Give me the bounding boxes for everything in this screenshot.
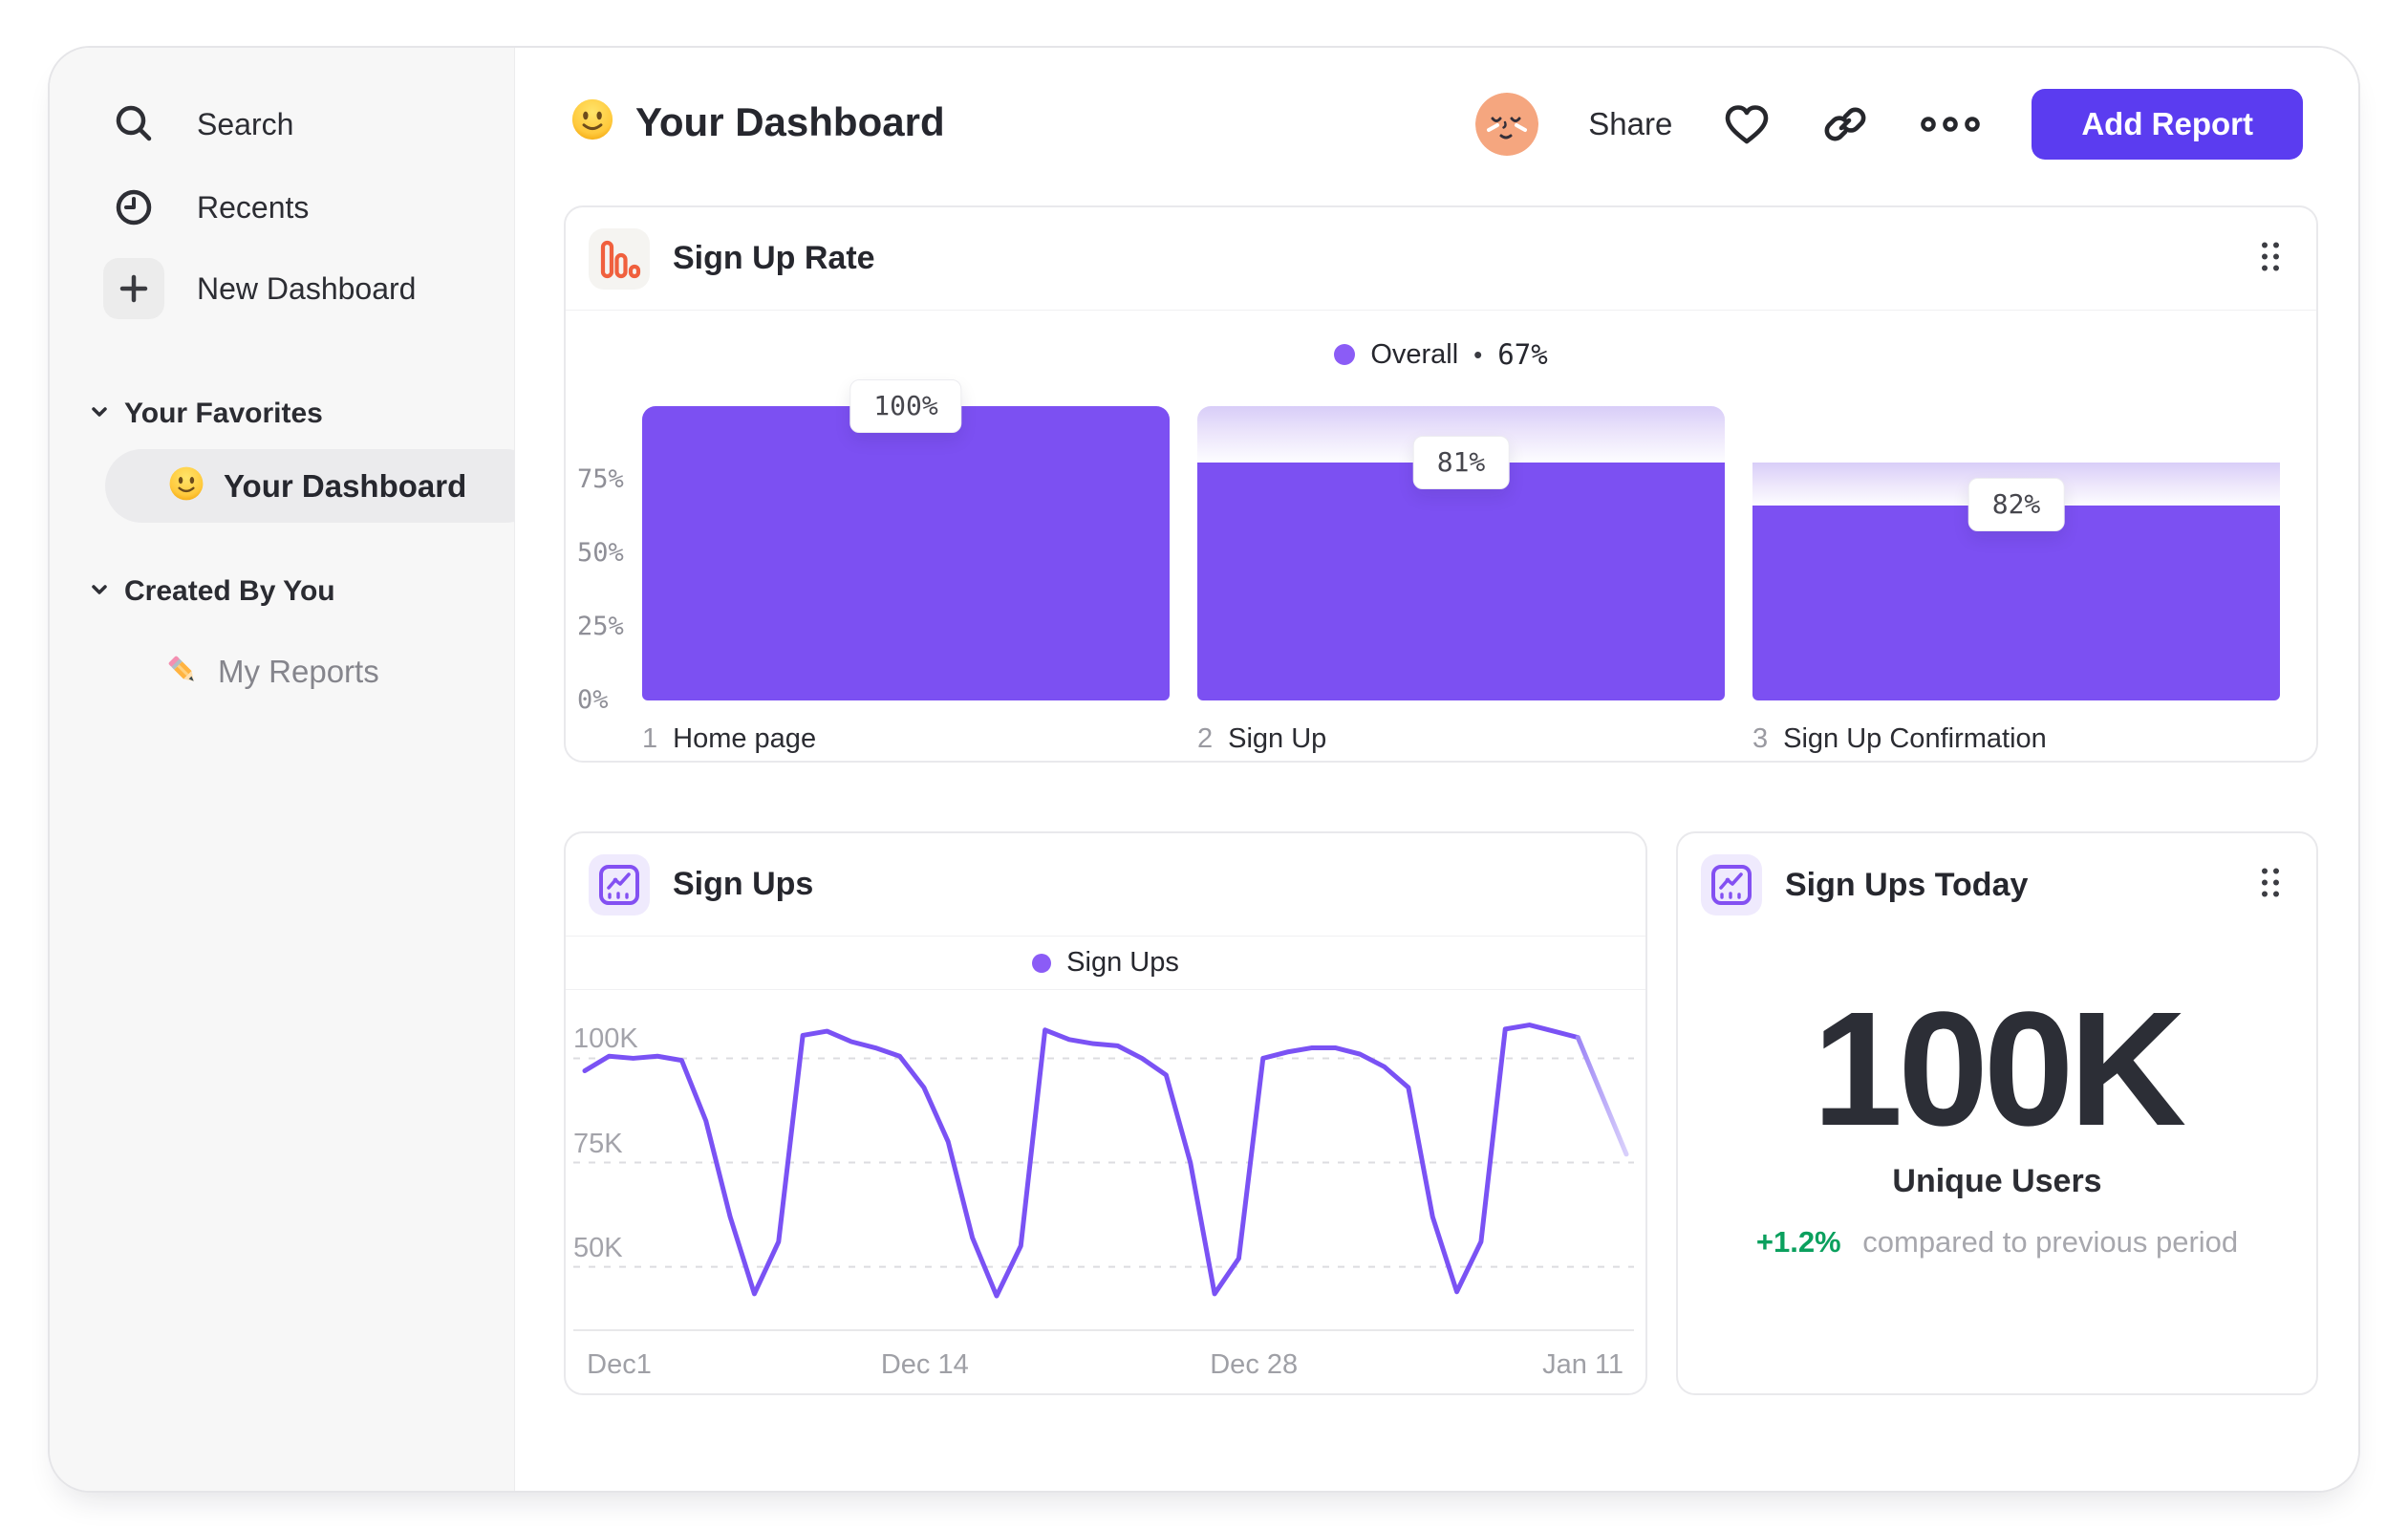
sidebar-section-your-favorites[interactable]: Your Favorites [88, 398, 323, 430]
funnel-tooltip: 82% [1967, 478, 2065, 532]
sidebar-item-label: Your Dashboard [224, 467, 467, 504]
line-ytick: 50K [573, 1232, 623, 1263]
more-options-icon[interactable] [1919, 111, 1982, 138]
chevron-down-icon [88, 578, 111, 606]
sidebar-item-label: My Reports [218, 653, 379, 689]
funnel-bar [1752, 406, 2280, 700]
sidebar-section-title: Created By You [124, 575, 335, 607]
line-chart-icon [1701, 854, 1762, 915]
smiley-emoji-icon [570, 97, 614, 146]
legend-dot [1334, 344, 1356, 365]
funnel-bar-solid [642, 406, 1170, 700]
smiley-emoji-icon [168, 465, 204, 506]
drag-handle-icon[interactable] [2259, 239, 2282, 278]
signups-card-header: Sign Ups [566, 833, 1645, 937]
clock-icon [103, 177, 164, 238]
funnel-bar-sign-up-confirmation[interactable]: 82% [1752, 406, 2280, 700]
app-window: Search Recents New Dashboard Your Favori… [48, 46, 2360, 1493]
share-button[interactable]: Share [1588, 106, 1673, 141]
favorite-heart-icon[interactable] [1722, 101, 1772, 147]
signups-today-card: Sign Ups Today 100K Unique Users +1.2% c… [1676, 831, 2318, 1395]
funnel-bar-home-page[interactable]: 100% [642, 379, 1170, 700]
funnel-ytick: 50% [577, 538, 624, 568]
page-title: Your Dashboard [570, 97, 945, 146]
funnel-ytick: 0% [577, 685, 609, 715]
sidebar-item-search[interactable]: Search [103, 94, 293, 155]
line-xtick: Jan 11 [1542, 1349, 1624, 1380]
funnel-step-label: 3 Sign Up Confirmation [1752, 723, 2047, 754]
funnel-bar-solid [1752, 505, 2280, 700]
page-title-text: Your Dashboard [635, 98, 945, 144]
funnel-legend[interactable]: Overall • 67% [566, 311, 2316, 398]
funnel-plot: 100% 81% 82% [642, 379, 2280, 700]
sidebar-section-title: Your Favorites [124, 398, 323, 429]
legend-dot [1032, 953, 1052, 973]
line-xtick: Dec 28 [1210, 1349, 1299, 1380]
signups-line-series [582, 1023, 1580, 1299]
plus-icon [103, 258, 164, 319]
add-report-button[interactable]: Add Report [2032, 89, 2303, 160]
card-title: Sign Up Rate [673, 240, 875, 276]
signups-card: Sign Ups Sign Ups 100K 75K 50K [564, 831, 1647, 1395]
bar-chart-icon [589, 227, 650, 290]
legend-value: 67% [1497, 338, 1548, 371]
sidebar: Search Recents New Dashboard Your Favori… [50, 48, 543, 1491]
unique-users-value: 100K [1812, 979, 2186, 1160]
signups-today-card-header: Sign Ups Today [1678, 833, 2316, 937]
sidebar-item-label: Search [197, 106, 294, 141]
signup-rate-card: Sign Up Rate Overall • 67% 75% 50% 25% 0% [564, 205, 2318, 763]
funnel-ytick: 75% [577, 464, 624, 494]
funnel-bar-sign-up[interactable]: 81% [1197, 406, 1725, 700]
chevron-down-icon [88, 400, 111, 428]
funnel-bar [642, 406, 1170, 700]
funnel-tooltip: 81% [1412, 435, 1510, 489]
line-xtick: Dec 14 [880, 1349, 969, 1380]
funnel-step-label: 2 Sign Up [1197, 723, 1327, 754]
signup-rate-card-header: Sign Up Rate [566, 207, 2316, 311]
line-ytick: 75K [573, 1128, 623, 1159]
main-content: Your Dashboard Share [515, 48, 2358, 1491]
header-actions: Share [1475, 88, 2303, 161]
line-xtick: Dec1 [587, 1349, 652, 1380]
line-ytick: 100K [573, 1023, 638, 1055]
funnel-ytick: 25% [577, 612, 624, 641]
line-x-axis-line [573, 1329, 1634, 1331]
sidebar-item-your-dashboard[interactable]: Your Dashboard [105, 449, 543, 523]
delta-row: +1.2% compared to previous period [1678, 1225, 2316, 1260]
avatar[interactable] [1475, 93, 1539, 156]
card-title: Sign Ups [673, 866, 814, 902]
funnel-step-labels: 1 Home page 2 Sign Up 3 Sign Up Confirma… [642, 723, 2316, 762]
sidebar-section-created-by-you[interactable]: Created By You [88, 575, 335, 608]
legend-label: Overall [1370, 338, 1459, 370]
signups-line-series-incomplete [1575, 1035, 1629, 1157]
search-icon [103, 94, 164, 155]
legend-separator: • [1473, 339, 1483, 369]
funnel-bar [1197, 406, 1725, 700]
sidebar-item-my-reports[interactable]: My Reports [162, 650, 379, 693]
legend-label: Sign Ups [1066, 947, 1179, 978]
drag-handle-icon[interactable] [2259, 866, 2282, 905]
funnel-tooltip: 100% [849, 379, 962, 433]
line-chart-icon [589, 853, 650, 915]
line-plot [573, 1023, 1634, 1299]
sidebar-item-label: New Dashboard [197, 270, 417, 306]
copy-link-icon[interactable] [1821, 100, 1869, 148]
card-title: Sign Ups Today [1785, 866, 2029, 903]
sidebar-item-label: Recents [197, 189, 310, 225]
line-legend[interactable]: Sign Ups [566, 937, 1645, 990]
pencil-emoji-icon [162, 650, 201, 693]
funnel-y-axis: 75% 50% 25% 0% [577, 406, 644, 715]
sidebar-item-recents[interactable]: Recents [103, 177, 309, 238]
funnel-bar-solid [1197, 462, 1725, 700]
delta-value: +1.2% [1755, 1225, 1841, 1259]
sidebar-item-new-dashboard[interactable]: New Dashboard [103, 258, 416, 319]
unique-users-caption: Unique Users [1892, 1163, 2102, 1199]
funnel-step-label: 1 Home page [642, 723, 817, 754]
delta-caption: compared to previous period [1862, 1225, 2239, 1259]
